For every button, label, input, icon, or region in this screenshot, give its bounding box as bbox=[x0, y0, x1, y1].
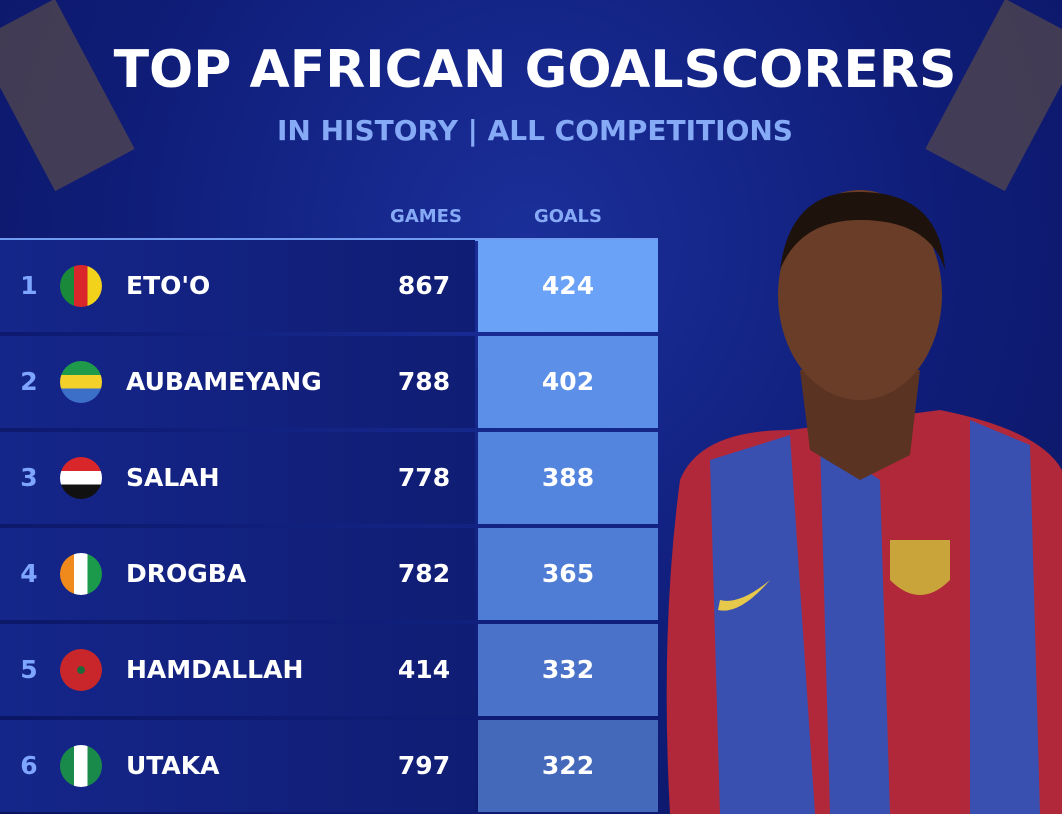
rank: 1 bbox=[20, 271, 38, 300]
player-name: UTAKA bbox=[126, 751, 220, 780]
games: 782 bbox=[397, 559, 451, 588]
flag bbox=[60, 457, 102, 499]
title: TOP AFRICAN GOALSCORERS bbox=[113, 40, 957, 100]
games: 867 bbox=[397, 271, 451, 300]
games: 788 bbox=[397, 367, 451, 396]
column-header: GOALS bbox=[534, 206, 602, 227]
goals-background bbox=[478, 336, 658, 428]
stripe bbox=[820, 440, 890, 814]
rank: 3 bbox=[20, 463, 38, 492]
hair bbox=[780, 191, 945, 270]
neck bbox=[800, 370, 920, 480]
head bbox=[778, 190, 942, 400]
stripe bbox=[710, 435, 815, 814]
games: 778 bbox=[397, 463, 451, 492]
table-row: 6 UTAKA 797 322 bbox=[0, 720, 660, 812]
player-name: AUBAMEYANG bbox=[126, 367, 322, 396]
games: 414 bbox=[397, 655, 451, 684]
goals-background bbox=[478, 432, 658, 524]
goals: 332 bbox=[541, 655, 595, 684]
player-name: SALAH bbox=[126, 463, 220, 492]
player-photo bbox=[666, 190, 1062, 814]
rank: 2 bbox=[20, 367, 38, 396]
games: 797 bbox=[397, 751, 451, 780]
logo bbox=[718, 580, 770, 611]
flag bbox=[60, 649, 102, 691]
goals-background bbox=[478, 624, 658, 716]
stripe bbox=[970, 420, 1040, 814]
goals-background bbox=[478, 528, 658, 620]
player-name: HAMDALLAH bbox=[126, 655, 304, 684]
table-row: 3 SALAH 778 388 bbox=[0, 432, 660, 524]
rank: 5 bbox=[20, 655, 38, 684]
goals: 365 bbox=[541, 559, 595, 588]
player-name: ETO'O bbox=[126, 271, 211, 300]
table-row: 1 ETO'O 867 424 bbox=[0, 240, 660, 332]
goals-background bbox=[478, 240, 658, 332]
header-rule bbox=[0, 238, 658, 241]
goals: 424 bbox=[541, 271, 595, 300]
player-name: DROGBA bbox=[126, 559, 247, 588]
goals-background bbox=[478, 720, 658, 812]
column-header: GAMES bbox=[390, 206, 462, 227]
table-row: 4 DROGBA 782 365 bbox=[0, 528, 660, 620]
flag bbox=[60, 745, 102, 787]
crest bbox=[890, 540, 950, 595]
goals: 402 bbox=[541, 367, 595, 396]
rank: 4 bbox=[20, 559, 38, 588]
goals: 322 bbox=[541, 751, 595, 780]
goals: 388 bbox=[541, 463, 595, 492]
flag bbox=[60, 553, 102, 595]
subtitle: IN HISTORY | ALL COMPETITIONS bbox=[277, 114, 793, 147]
flag bbox=[60, 361, 102, 403]
table-row: 5 HAMDALLAH 414 332 bbox=[0, 624, 660, 716]
rank: 6 bbox=[20, 751, 38, 780]
table-row: 2 AUBAMEYANG 788 402 bbox=[0, 336, 660, 428]
flag bbox=[60, 265, 102, 307]
